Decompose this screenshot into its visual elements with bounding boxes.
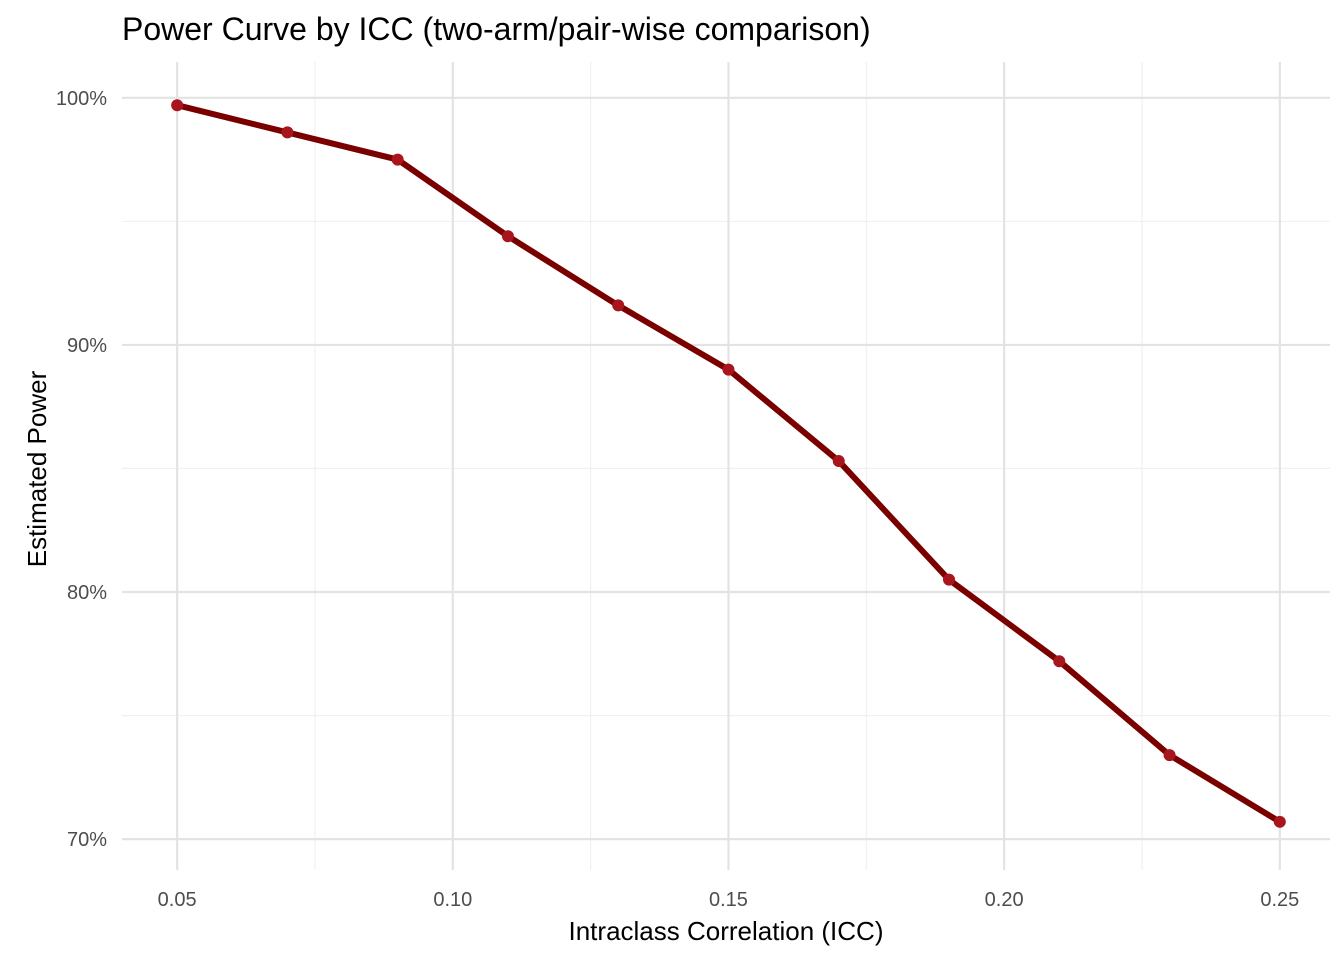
x-tick-label: 0.20 (985, 889, 1024, 911)
power-data-point (171, 99, 184, 112)
minor-gridlines (122, 62, 1330, 870)
y-tick-label: 80% (67, 582, 107, 604)
power-data-point (1273, 815, 1286, 828)
power-data-point (832, 455, 845, 468)
x-tick-label: 0.15 (709, 889, 748, 911)
y-tick-label: 70% (67, 829, 107, 851)
power-data-point (501, 230, 514, 243)
y-tick-label: 90% (67, 335, 107, 357)
x-tick-label: 0.10 (433, 889, 472, 911)
x-tick-label: 0.05 (158, 889, 197, 911)
power-data-point (1053, 655, 1066, 668)
power-data-point (612, 299, 625, 312)
power-data-point (1163, 749, 1176, 762)
x-axis-title: Intraclass Correlation (ICC) (569, 916, 884, 946)
series-layer (171, 99, 1286, 828)
x-tick-label: 0.25 (1260, 889, 1299, 911)
x-axis-tick-labels: 0.05 0.10 0.15 0.20 0.25 (158, 889, 1300, 911)
y-axis-title: Estimated Power (22, 370, 52, 567)
y-tick-label: 100% (56, 88, 107, 110)
major-gridlines (122, 62, 1330, 870)
power-data-point (722, 363, 735, 376)
chart-title: Power Curve by ICC (two-arm/pair-wise co… (122, 11, 871, 47)
power-data-point (943, 573, 956, 586)
power-data-point (281, 126, 294, 139)
power-data-point (391, 153, 404, 166)
y-axis-tick-labels: 70% 80% 90% 100% (56, 88, 107, 851)
